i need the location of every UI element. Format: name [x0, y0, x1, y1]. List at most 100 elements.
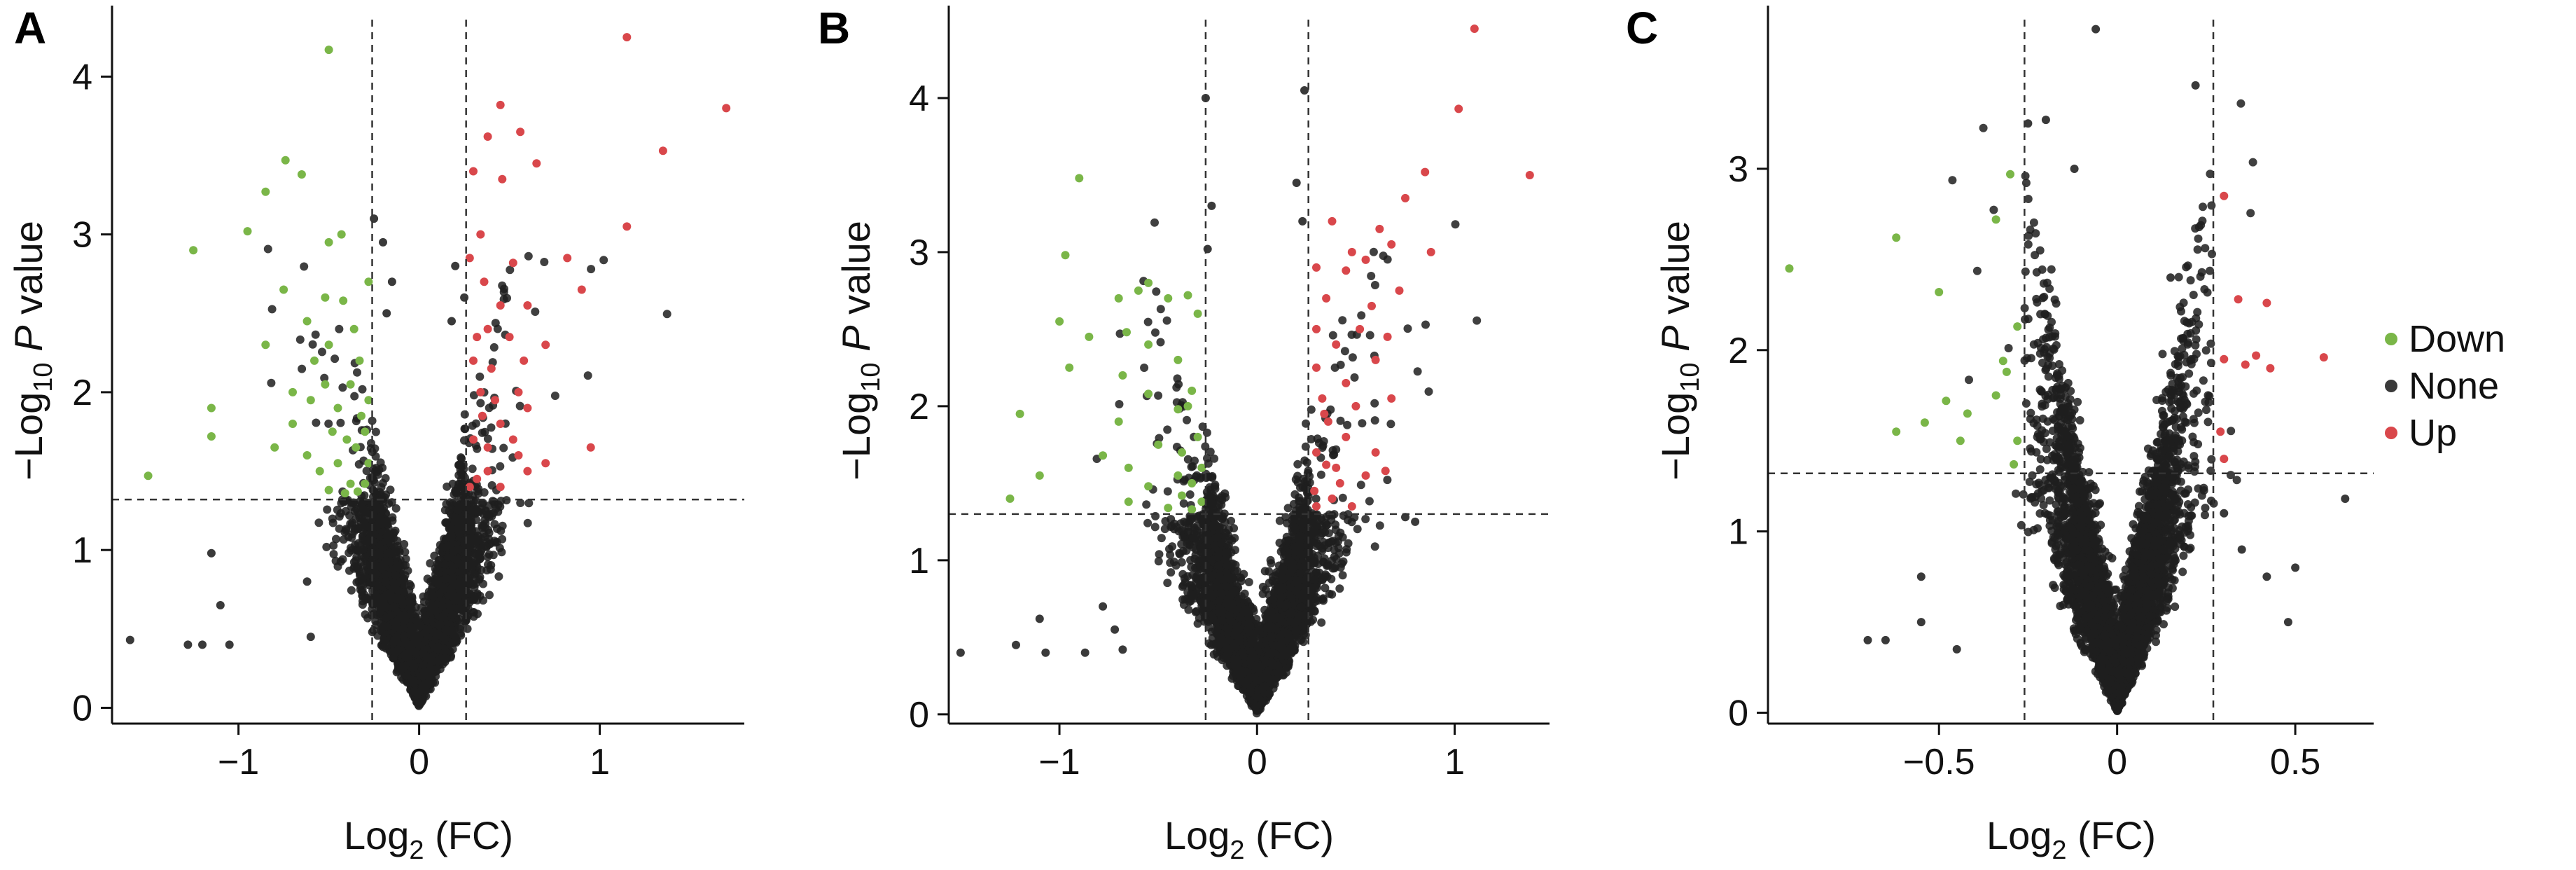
- background-point: [485, 403, 494, 413]
- point-up: [469, 435, 478, 444]
- background-point: [347, 586, 356, 595]
- point-down: [346, 380, 355, 389]
- background-point: [455, 530, 464, 539]
- point-up: [496, 420, 505, 428]
- point-up: [516, 127, 525, 137]
- background-point: [662, 310, 671, 319]
- background-point: [503, 294, 511, 303]
- background-point: [1338, 316, 1347, 325]
- series-none: [125, 214, 469, 649]
- x-tick-label: 1: [590, 742, 610, 782]
- background-point: [458, 562, 467, 571]
- point-down: [302, 317, 312, 326]
- point-up: [577, 285, 586, 294]
- background-point: [267, 305, 277, 314]
- background-point: [382, 578, 391, 587]
- y-axis-title-a: −Log10 P value: [6, 221, 58, 481]
- background-point: [387, 593, 396, 602]
- point-up: [541, 340, 550, 350]
- background-point: [391, 571, 401, 580]
- point-down: [337, 230, 346, 239]
- background-point: [443, 553, 452, 562]
- background-point: [429, 628, 438, 637]
- background-point: [461, 474, 469, 483]
- background-point: [489, 343, 499, 352]
- background-point: [441, 654, 450, 663]
- background-point: [413, 690, 422, 699]
- point-up: [498, 174, 507, 184]
- y-tick-label: 0: [72, 688, 92, 729]
- background-point: [406, 581, 415, 591]
- point-none: [125, 635, 134, 644]
- background-point: [335, 324, 344, 333]
- background-point: [362, 467, 371, 476]
- point-up: [514, 387, 523, 396]
- point-up: [586, 443, 595, 452]
- background-point: [471, 496, 480, 505]
- background-point: [355, 513, 364, 522]
- y-tick-label: 2: [72, 373, 92, 413]
- background-point: [437, 613, 446, 622]
- point-none: [216, 601, 225, 609]
- point-down: [302, 451, 312, 460]
- background-point: [479, 579, 487, 588]
- background-point: [354, 539, 363, 548]
- background-point: [381, 558, 390, 567]
- background-point: [336, 509, 345, 518]
- background-point: [1358, 419, 1367, 428]
- background-point: [338, 383, 347, 392]
- point-up: [483, 467, 492, 476]
- point-down: [297, 170, 306, 179]
- point-down: [310, 356, 319, 365]
- background-point: [330, 354, 340, 364]
- background-point: [471, 549, 480, 558]
- point-up: [508, 435, 517, 444]
- background-point: [397, 613, 406, 622]
- background-point: [439, 582, 448, 591]
- background-point: [338, 555, 347, 564]
- point-up: [491, 396, 499, 405]
- background-point: [490, 537, 499, 546]
- background-point: [487, 481, 496, 490]
- background-point: [431, 607, 440, 616]
- background-point: [448, 576, 457, 586]
- background-point: [447, 584, 456, 593]
- background-point: [464, 612, 473, 621]
- background-point: [370, 530, 379, 539]
- point-down: [288, 420, 297, 428]
- background-point: [1375, 521, 1384, 530]
- background-point: [456, 465, 465, 474]
- point-down: [321, 380, 330, 389]
- point-up: [469, 167, 478, 176]
- background-point: [378, 478, 387, 488]
- background-point: [431, 564, 440, 573]
- background-point: [358, 497, 368, 506]
- point-up: [514, 451, 523, 460]
- background-point: [494, 572, 503, 581]
- point-down: [355, 356, 364, 365]
- background-point: [350, 392, 359, 401]
- point-down: [324, 237, 333, 247]
- background-point: [456, 577, 465, 586]
- point-down: [243, 227, 252, 236]
- background-point: [500, 284, 508, 294]
- background-point: [382, 602, 391, 612]
- background-point: [372, 551, 381, 560]
- point-down: [207, 432, 216, 441]
- background-point: [1156, 338, 1165, 347]
- background-point: [332, 534, 340, 544]
- background-point: [460, 424, 469, 434]
- background-point: [487, 423, 496, 432]
- background-point: [496, 526, 506, 535]
- point-down: [281, 156, 290, 165]
- background-point: [1142, 500, 1151, 509]
- point-down: [361, 427, 370, 436]
- background-point: [468, 464, 477, 474]
- background-point: [466, 579, 475, 588]
- point-down: [342, 435, 351, 444]
- background-point: [515, 401, 524, 410]
- point-down: [351, 443, 361, 452]
